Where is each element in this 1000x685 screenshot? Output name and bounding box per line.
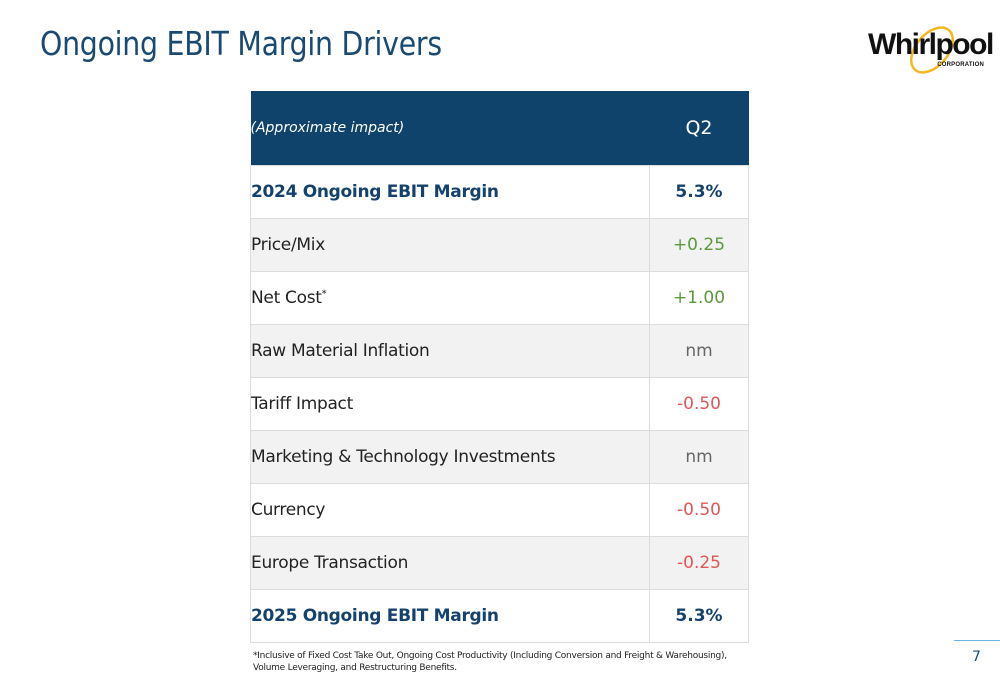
table-row: Raw Material Inflation nm xyxy=(250,324,749,378)
table-header-row: (Approximate impact) Q2 xyxy=(250,91,749,166)
row-value: nm xyxy=(649,324,749,378)
table-row: Net Cost* +1.00 xyxy=(250,271,749,325)
slide-title: Ongoing EBIT Margin Drivers xyxy=(40,24,442,63)
row-label: Marketing & Technology Investments xyxy=(250,430,650,484)
page-number-divider xyxy=(954,640,1000,641)
table-row: Currency -0.50 xyxy=(250,483,749,537)
logo-swoosh-icon xyxy=(910,26,954,74)
header-column-q2: Q2 xyxy=(649,91,749,166)
row-value: 5.3% xyxy=(649,589,749,643)
row-value: 5.3% xyxy=(649,165,749,219)
row-value: +0.25 xyxy=(649,218,749,272)
page-number: 7 xyxy=(972,649,981,665)
row-label-text: 2025 Ongoing EBIT Margin xyxy=(251,606,499,626)
table-row: 2025 Ongoing EBIT Margin 5.3% xyxy=(250,589,749,643)
row-label-text: Currency xyxy=(251,500,326,520)
row-label-text: Europe Transaction xyxy=(251,553,409,573)
row-value: +1.00 xyxy=(649,271,749,325)
row-value: -0.50 xyxy=(649,377,749,431)
row-label-text: Tariff Impact xyxy=(251,394,353,414)
table-row: Price/Mix +0.25 xyxy=(250,218,749,272)
table-row: Marketing & Technology Investments nm xyxy=(250,430,749,484)
row-label-text: Price/Mix xyxy=(251,235,325,255)
table-row: 2024 Ongoing EBIT Margin 5.3% xyxy=(250,165,749,219)
footnote: *Inclusive of Fixed Cost Take Out, Ongoi… xyxy=(253,651,727,673)
row-label: Tariff Impact xyxy=(250,377,650,431)
row-label: Net Cost* xyxy=(250,271,650,325)
row-label-text: Raw Material Inflation xyxy=(251,341,430,361)
row-label: Price/Mix xyxy=(250,218,650,272)
row-label: Raw Material Inflation xyxy=(250,324,650,378)
table-row: Tariff Impact -0.50 xyxy=(250,377,749,431)
row-label: Europe Transaction xyxy=(250,536,650,590)
row-label-text: Net Cost xyxy=(251,288,322,308)
row-label-text: Marketing & Technology Investments xyxy=(251,447,556,467)
ebit-drivers-table: (Approximate impact) Q2 2024 Ongoing EBI… xyxy=(250,91,749,643)
row-label: Currency xyxy=(250,483,650,537)
header-label: (Approximate impact) xyxy=(250,91,650,166)
table-row: Europe Transaction -0.25 xyxy=(250,536,749,590)
logo-wordmark: Whirlpool xyxy=(868,28,994,61)
row-value: nm xyxy=(649,430,749,484)
logo-subtext: CORPORATION xyxy=(937,62,984,68)
row-value: -0.25 xyxy=(649,536,749,590)
footnote-marker: * xyxy=(321,288,327,300)
row-value: -0.50 xyxy=(649,483,749,537)
row-label: 2024 Ongoing EBIT Margin xyxy=(250,165,650,219)
row-label-text: 2024 Ongoing EBIT Margin xyxy=(251,182,499,202)
whirlpool-logo: Whirlpool CORPORATION xyxy=(864,24,994,78)
row-label: 2025 Ongoing EBIT Margin xyxy=(250,589,650,643)
